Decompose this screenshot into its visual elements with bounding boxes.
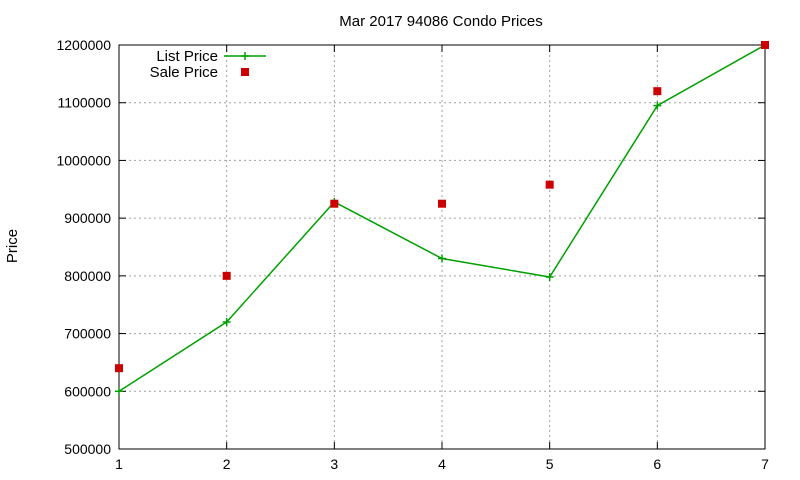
x-tick-label: 6 — [653, 456, 661, 472]
y-tick-label: 1200000 — [56, 37, 111, 53]
sale-price-point — [761, 41, 769, 49]
y-axis-label: Price — [4, 229, 21, 263]
y-tick-label: 600000 — [64, 383, 111, 399]
list-price-point — [222, 318, 231, 327]
series-1 — [115, 41, 769, 373]
axis-ticks: 500000 600000 700000 800000 900000 1000000 110… — [56, 37, 769, 472]
x-tick-label: 1 — [115, 456, 123, 472]
list-price-point — [438, 254, 446, 263]
grid-lines — [119, 45, 765, 449]
sale-price-point — [330, 199, 339, 208]
sale-price-point — [653, 87, 662, 96]
legend-swatch-marker — [241, 52, 249, 60]
y-tick-label: 1100000 — [58, 95, 112, 111]
list-price-point — [115, 387, 123, 396]
y-tick-label: 1000000 — [56, 152, 111, 168]
list-price-point — [653, 101, 662, 110]
sale-price-point — [115, 364, 123, 373]
y-tick-label: 800000 — [64, 268, 111, 284]
x-tick-label: 3 — [330, 456, 338, 472]
sale-price-point — [545, 180, 554, 189]
y-tick-label: 700000 — [64, 326, 111, 342]
x-tick-label: 4 — [438, 456, 446, 472]
x-tick-label: 7 — [761, 456, 769, 472]
list-price-point — [545, 273, 554, 282]
legend-swatch-marker — [241, 68, 249, 76]
legend-label: List Price — [156, 48, 218, 65]
legend-label: Sale Price — [150, 64, 218, 81]
x-tick-label: 5 — [546, 456, 554, 472]
x-tick-label: 2 — [223, 456, 231, 472]
series-layer — [115, 41, 769, 396]
sale-price-point — [222, 271, 231, 280]
y-tick-label: 500000 — [64, 441, 111, 457]
sale-price-point — [438, 199, 446, 208]
chart-title: Mar 2017 94086 Condo Prices — [339, 13, 542, 30]
y-tick-label: 900000 — [64, 210, 111, 226]
